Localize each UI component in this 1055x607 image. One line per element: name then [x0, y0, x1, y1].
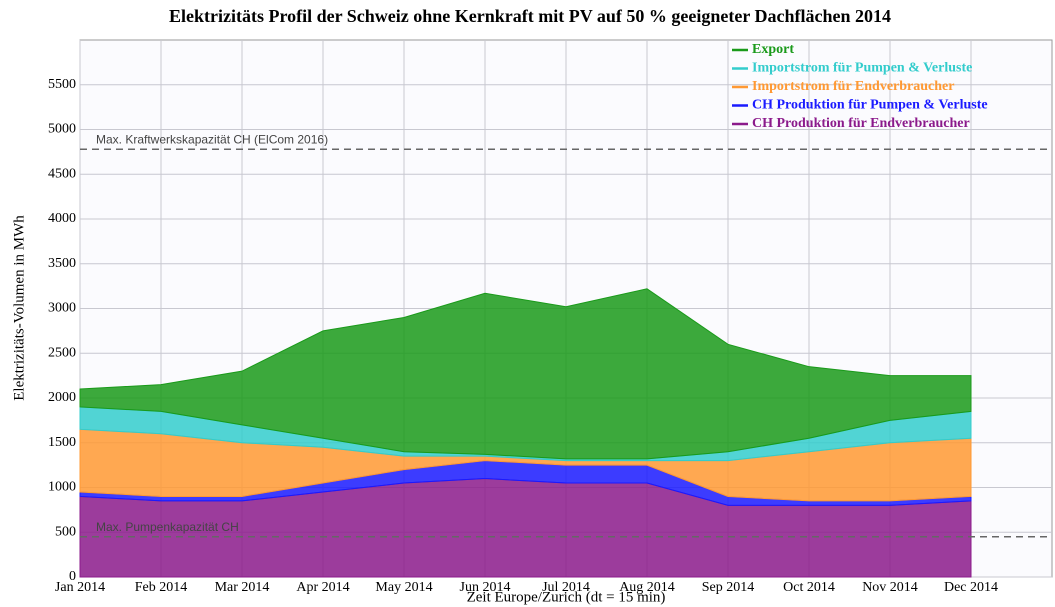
- y-axis-label: Elektrizitäts-Volumen in MWh: [11, 215, 27, 401]
- y-tick-label: 2500: [48, 345, 76, 360]
- x-tick-label: Dec 2014: [944, 580, 998, 595]
- y-tick-label: 500: [55, 524, 76, 539]
- y-tick-label: 3500: [48, 256, 76, 271]
- x-tick-label: Feb 2014: [135, 580, 188, 595]
- legend-label: Importstrom für Endverbraucher: [752, 79, 954, 94]
- x-tick-label: Jul 2014: [542, 580, 590, 595]
- x-tick-label: Aug 2014: [619, 580, 675, 595]
- y-tick-label: 1500: [48, 435, 76, 450]
- reference-label: Max. Pumpenkapazität CH: [96, 520, 239, 534]
- x-tick-label: Apr 2014: [296, 580, 349, 595]
- x-tick-label: Oct 2014: [783, 580, 835, 595]
- x-tick-label: Jun 2014: [460, 580, 511, 595]
- y-tick-label: 5500: [48, 77, 76, 92]
- y-tick-label: 3000: [48, 301, 76, 316]
- area: [79, 288, 972, 460]
- legend-label: CH Produktion für Pumpen & Verluste: [752, 98, 988, 113]
- y-tick-label: 4500: [48, 166, 76, 181]
- y-tick-label: 1000: [48, 480, 76, 495]
- reference-label: Max. Kraftwerkskapazität CH (ElCom 2016): [96, 132, 328, 146]
- x-tick-label: May 2014: [375, 580, 432, 595]
- legend-label: CH Produktion für Endverbraucher: [752, 116, 970, 131]
- y-tick-label: 0: [69, 569, 76, 584]
- legend-label: Export: [752, 42, 794, 57]
- y-tick-label: 4000: [48, 211, 76, 226]
- x-tick-label: Mar 2014: [215, 580, 270, 595]
- legend-label: Importstrom für Pumpen & Verluste: [752, 61, 972, 76]
- y-tick-label: 5000: [48, 122, 76, 137]
- x-axis-label: Zeit Europe/Zurich (dt = 15 min): [467, 589, 666, 605]
- x-tick-label: Jan 2014: [55, 580, 105, 595]
- chart-title: Elektrizitäts Profil der Schweiz ohne Ke…: [169, 6, 891, 26]
- y-tick-label: 2000: [48, 390, 76, 405]
- x-tick-label: Nov 2014: [862, 580, 918, 595]
- x-tick-label: Sep 2014: [702, 580, 755, 595]
